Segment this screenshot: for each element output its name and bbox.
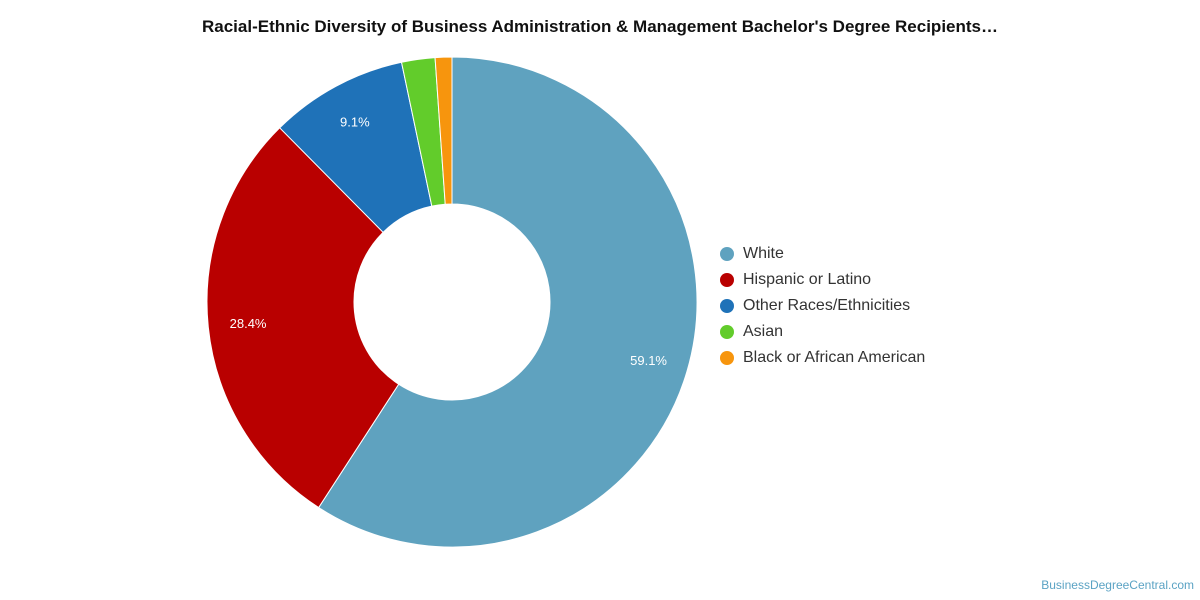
site-credit[interactable]: BusinessDegreeCentral.com	[1041, 578, 1194, 592]
legend-swatch	[720, 273, 734, 287]
legend-swatch	[720, 247, 734, 261]
legend-label: Other Races/Ethnicities	[743, 297, 911, 314]
legend-item-asian[interactable]: Asian	[720, 319, 925, 345]
legend: White Hispanic or Latino Other Races/Ethni…	[720, 241, 925, 371]
data-label-other-races-ethnicities: 9.1%	[340, 114, 370, 129]
slice-black-or-african-american[interactable]	[434, 56, 453, 205]
chart-title: Racial-Ethnic Diversity of Business Admi…	[201, 17, 998, 36]
legend-swatch	[720, 351, 734, 365]
legend-item-black-or-african-american[interactable]: Black or African American	[720, 345, 925, 371]
legend-item-white[interactable]: White	[720, 241, 925, 267]
legend-label: White	[743, 245, 784, 262]
legend-label: Asian	[743, 323, 784, 340]
legend-label: Black or African American	[743, 349, 926, 366]
legend-label: Hispanic or Latino	[743, 271, 872, 288]
slice-hispanic-or-latino[interactable]	[206, 127, 400, 509]
legend-swatch	[720, 299, 734, 313]
data-label-white: 59.1%	[630, 353, 667, 368]
data-label-hispanic-or-latino: 28.4%	[230, 316, 267, 331]
slice-white[interactable]	[317, 56, 698, 548]
legend-swatch	[720, 325, 734, 339]
legend-item-other-races-ethnicities[interactable]: Other Races/Ethnicities	[720, 293, 925, 319]
legend-item-hispanic-or-latino[interactable]: Hispanic or Latino	[720, 267, 925, 293]
